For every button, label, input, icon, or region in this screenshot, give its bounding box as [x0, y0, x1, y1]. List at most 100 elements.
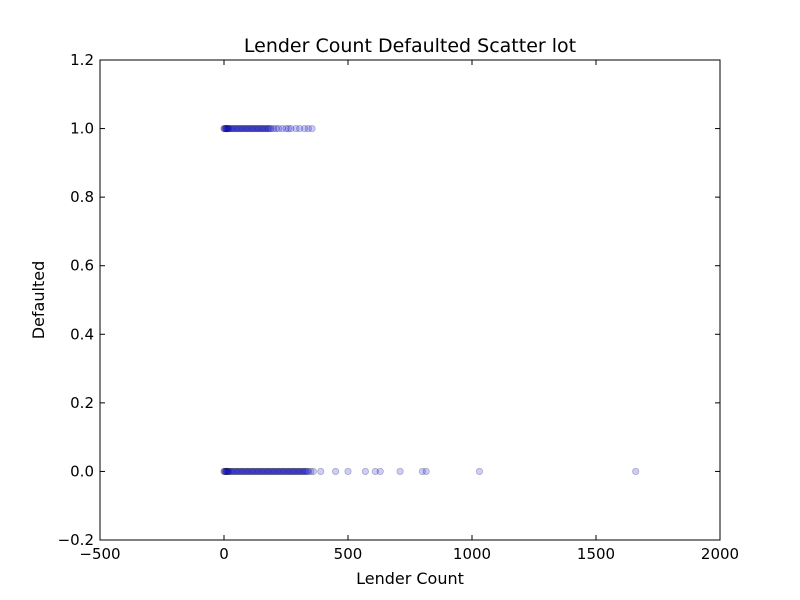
data-point [267, 467, 275, 476]
data-point [331, 467, 340, 476]
data-point [235, 467, 243, 476]
data-point [422, 467, 430, 476]
data-point [282, 124, 290, 133]
data-point [262, 124, 270, 133]
data-point [344, 467, 352, 476]
data-point [240, 124, 248, 133]
data-point [252, 124, 260, 133]
data-point [220, 467, 229, 476]
data-point [283, 467, 291, 476]
data-point [288, 467, 296, 476]
data-point [225, 124, 233, 133]
data-point [239, 467, 247, 476]
data-point [231, 124, 239, 133]
data-point [250, 467, 258, 476]
data-point [261, 124, 269, 133]
x-tick-label: −500 [79, 545, 120, 563]
data-point [230, 467, 238, 476]
data-point [230, 124, 238, 133]
data-point [237, 467, 245, 476]
data-point [251, 467, 259, 476]
data-point [258, 467, 267, 476]
data-point [263, 467, 271, 476]
x-tick-label: 1500 [577, 545, 615, 563]
data-point [269, 467, 278, 476]
data-point [303, 467, 311, 476]
data-point [271, 467, 279, 476]
x-tick-label: 0 [219, 545, 229, 563]
data-point [308, 124, 316, 133]
data-point [298, 467, 306, 476]
data-point [274, 124, 283, 133]
data-point [292, 467, 300, 476]
data-point [302, 467, 310, 476]
data-point [279, 467, 288, 476]
data-point [255, 467, 263, 476]
y-tick-label: 0.8 [70, 188, 94, 206]
data-point [376, 467, 384, 476]
data-point [236, 467, 244, 476]
data-point [227, 467, 236, 476]
data-point [274, 467, 283, 476]
data-point [252, 467, 260, 476]
x-tick-label: 500 [334, 545, 363, 563]
data-point [229, 124, 237, 133]
data-point [224, 467, 232, 476]
data-point [256, 467, 264, 476]
data-point [231, 467, 239, 476]
data-point [250, 124, 258, 133]
data-point [371, 467, 379, 476]
data-point [243, 467, 252, 476]
data-point [277, 467, 285, 476]
data-point [222, 124, 230, 133]
data-point [234, 467, 242, 476]
data-point [292, 124, 300, 133]
data-point [296, 467, 304, 476]
data-point [293, 467, 301, 476]
data-point [267, 124, 275, 133]
data-point [300, 124, 309, 133]
data-point [236, 124, 244, 133]
data-point [260, 124, 268, 133]
data-point [418, 467, 426, 476]
data-point [284, 467, 293, 476]
y-tick-label: 0.6 [70, 257, 94, 275]
data-point [253, 467, 262, 476]
y-tick-label: 0.0 [70, 462, 94, 480]
data-point [266, 124, 274, 133]
data-point [265, 124, 273, 133]
data-point [268, 467, 276, 476]
x-tick-label: 2000 [701, 545, 739, 563]
data-point [256, 124, 264, 133]
data-point [225, 467, 233, 476]
data-point [223, 124, 231, 133]
y-tick-label: 0.4 [70, 325, 94, 343]
data-point [222, 467, 231, 476]
data-point [246, 467, 254, 476]
data-point [221, 124, 229, 133]
data-point [242, 467, 250, 476]
data-point [286, 467, 294, 476]
y-tick-label: 0.2 [70, 394, 94, 412]
y-axis-title: Defaulted [29, 261, 48, 339]
data-point [255, 124, 263, 133]
data-point [266, 467, 274, 476]
data-point [294, 467, 302, 476]
data-point [475, 467, 484, 476]
data-point [242, 124, 250, 133]
data-point [220, 124, 228, 133]
data-point [226, 467, 234, 476]
data-point [263, 124, 271, 133]
data-point [222, 124, 231, 133]
data-point [297, 467, 305, 476]
data-point [282, 467, 290, 476]
data-point [222, 467, 230, 476]
data-point [304, 467, 312, 476]
data-point [257, 467, 265, 476]
data-point [304, 124, 312, 133]
data-point [361, 467, 369, 476]
data-point [291, 467, 299, 476]
data-point [245, 467, 253, 476]
data-point [246, 124, 254, 133]
